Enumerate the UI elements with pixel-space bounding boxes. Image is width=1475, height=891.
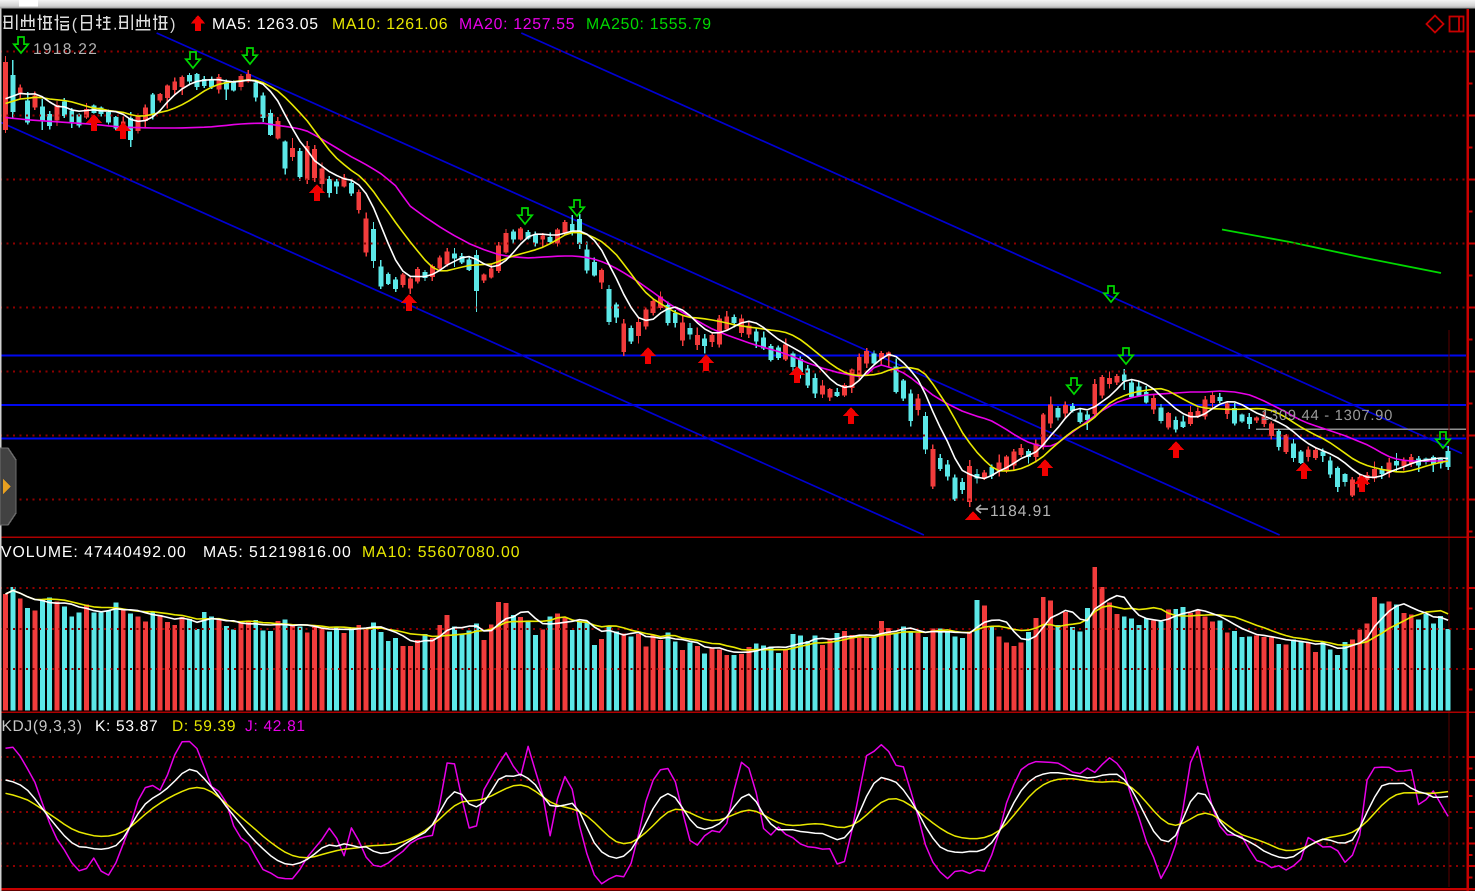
svg-text:): ): [170, 17, 175, 34]
svg-text:1918.22: 1918.22: [33, 41, 98, 58]
svg-text:(: (: [72, 17, 78, 34]
svg-text:MA10: 55607080.00: MA10: 55607080.00: [362, 544, 520, 561]
svg-text:D: 59.39: D: 59.39: [172, 718, 236, 735]
svg-text:MA20: 1257.55: MA20: 1257.55: [459, 16, 575, 33]
svg-text:J: 42.81: J: 42.81: [245, 718, 306, 735]
svg-text:1184.91: 1184.91: [990, 503, 1052, 520]
svg-text:MA10: 1261.06: MA10: 1261.06: [332, 16, 448, 33]
svg-text:.: .: [113, 17, 117, 34]
svg-text:MA5: 1263.05: MA5: 1263.05: [212, 16, 319, 33]
svg-text:MA250: 1555.79: MA250: 1555.79: [586, 16, 712, 33]
svg-text:VOLUME: 47440492.00: VOLUME: 47440492.00: [1, 544, 187, 561]
svg-text:MA5: 51219816.00: MA5: 51219816.00: [203, 544, 352, 561]
svg-text:K: 53.87: K: 53.87: [95, 718, 158, 735]
svg-text:1309.44 - 1307.90: 1309.44 - 1307.90: [1261, 408, 1393, 424]
svg-text:KDJ(9,3,3): KDJ(9,3,3): [2, 718, 83, 735]
